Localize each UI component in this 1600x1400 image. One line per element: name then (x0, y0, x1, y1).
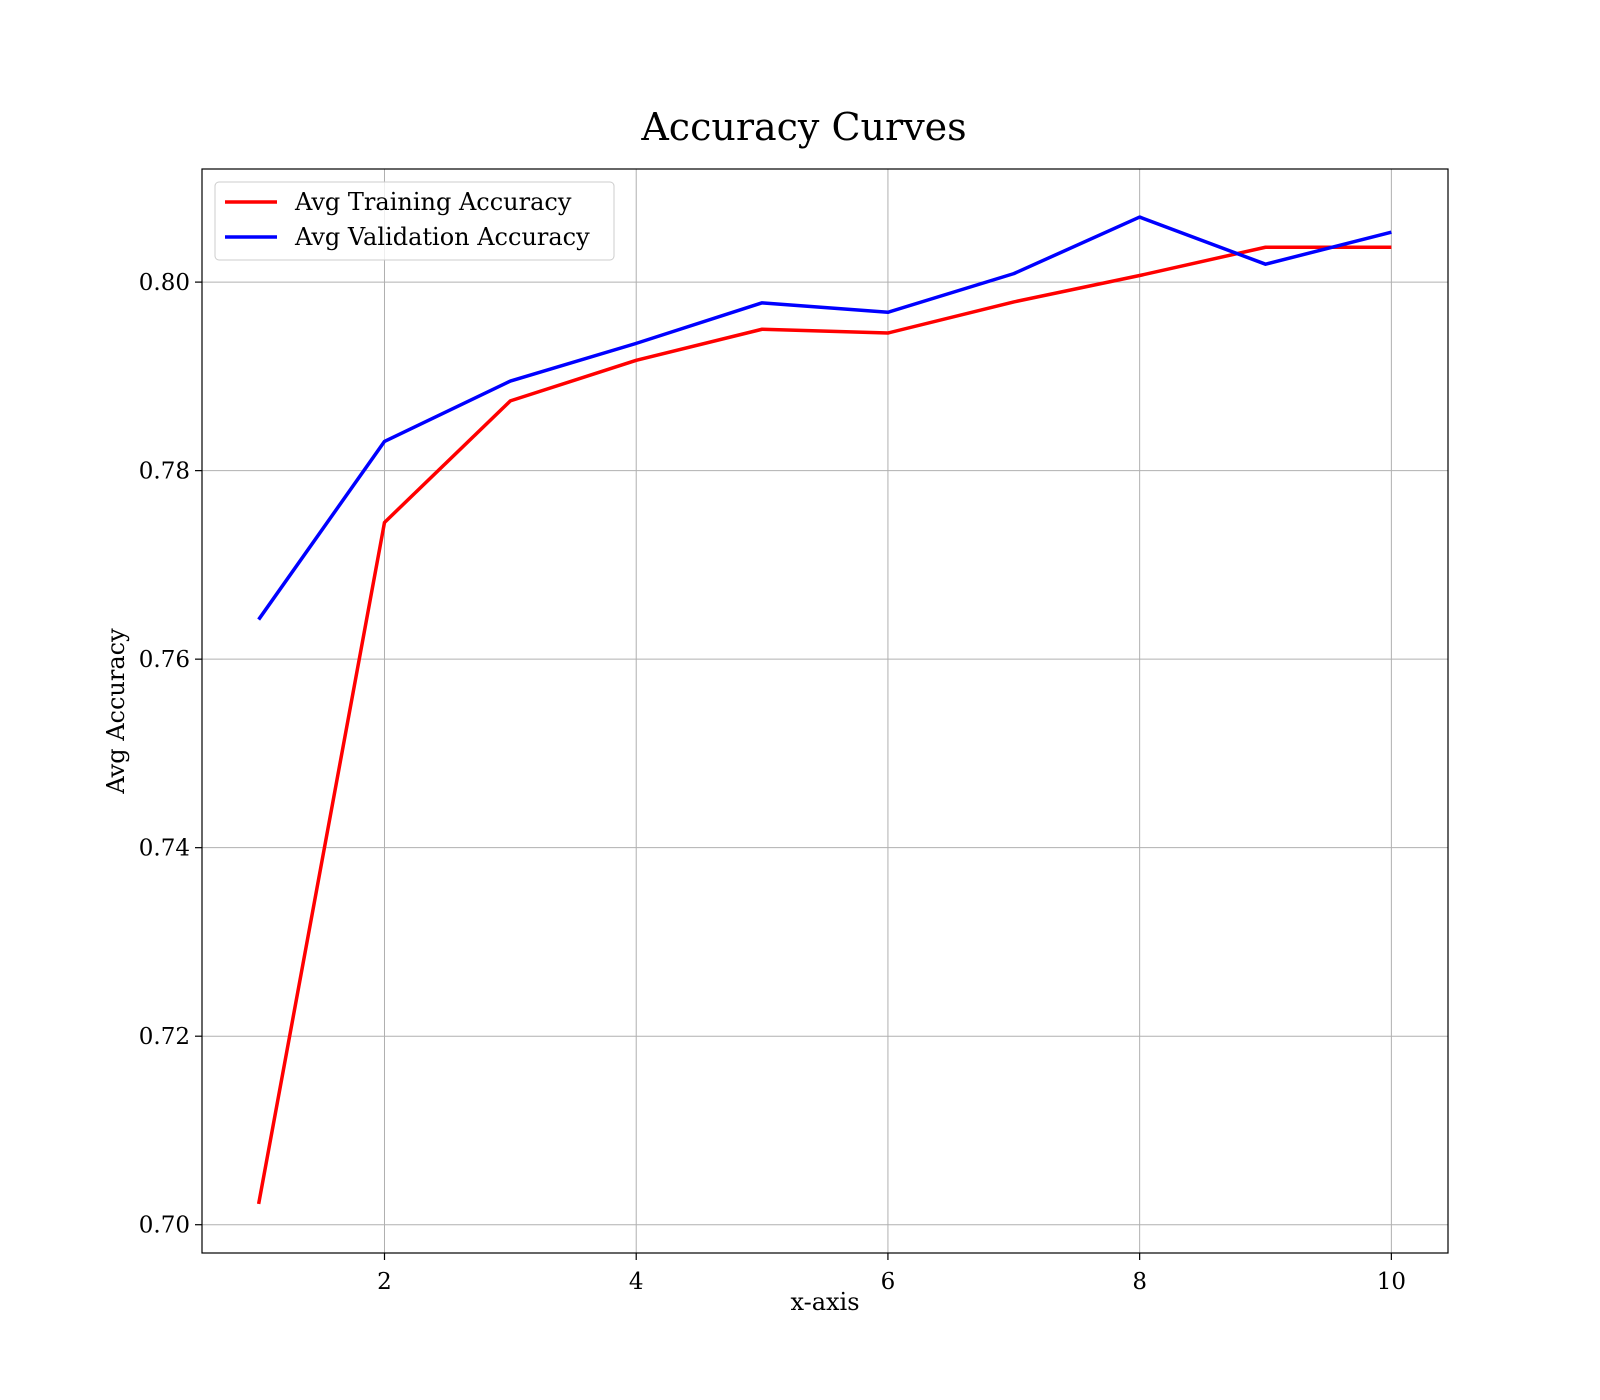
x-tick-label: 2 (377, 1269, 392, 1295)
series-line-training (256, 245, 1392, 1205)
y-tick-label: 0.72 (139, 1024, 190, 1050)
legend: Avg Training Accuracy Avg Validation Accu… (214, 181, 615, 261)
x-tick-label: 8 (1132, 1269, 1147, 1295)
y-tick-label: 0.74 (139, 836, 190, 862)
y-tick-label: 0.70 (139, 1213, 190, 1239)
series-lines (256, 215, 1392, 1205)
y-tick-label: 0.80 (139, 270, 190, 296)
legend-label: Avg Validation Accuracy (294, 223, 590, 251)
x-tick-label: 10 (1377, 1269, 1406, 1295)
plot-frame (201, 168, 1449, 1254)
x-tick-label: 6 (881, 1269, 896, 1295)
chart-title: Accuracy Curves (640, 105, 966, 149)
grid-lines (202, 169, 1448, 1253)
x-axis-label: x-axis (790, 1288, 859, 1316)
x-tick-label: 4 (629, 1269, 644, 1295)
y-tick-label: 0.76 (139, 647, 190, 673)
legend-box (214, 181, 615, 261)
y-tick-label: 0.78 (139, 459, 190, 485)
axis-ticks: 2 4 6 8 10 0.70 0.72 0.74 0.76 0.78 0.80 (139, 270, 1406, 1295)
legend-label: Avg Training Accuracy (294, 188, 572, 216)
y-axis-label: Avg Accuracy (102, 628, 130, 795)
series-line-validation (257, 215, 1392, 621)
